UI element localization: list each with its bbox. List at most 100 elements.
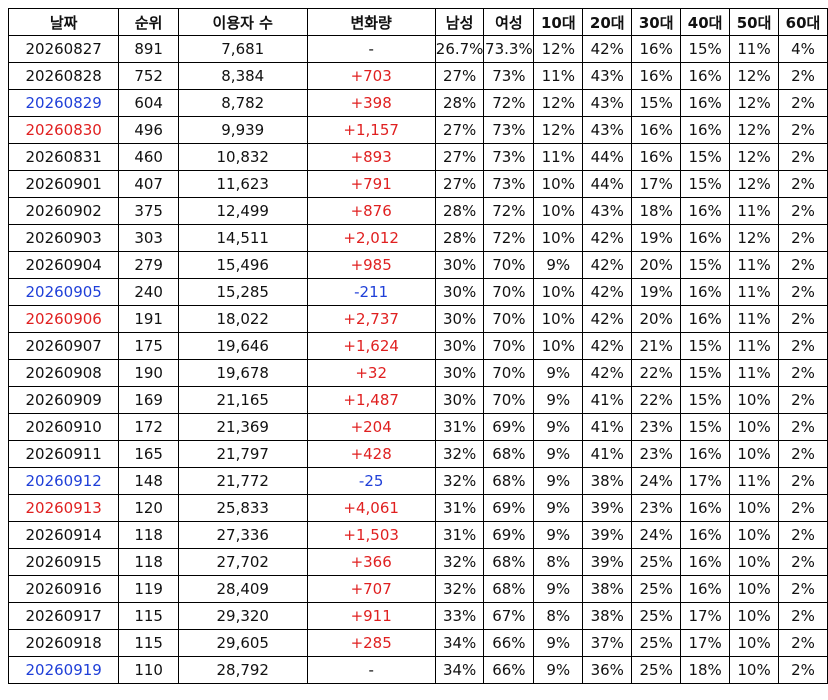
header-rank: 순위 — [118, 8, 179, 36]
cell-age-60s: 2% — [778, 602, 828, 630]
cell-age-20s: 42% — [582, 224, 633, 252]
cell-age-10s: 9% — [533, 413, 584, 441]
header-age-40s: 40대 — [680, 8, 731, 36]
cell-age-20s: 42% — [582, 305, 633, 333]
cell-age-10s: 9% — [533, 440, 584, 468]
cell-age-60s: 2% — [778, 251, 828, 279]
cell-age-40s: 16% — [680, 440, 731, 468]
cell-rank: 891 — [118, 35, 179, 63]
cell-age-10s: 10% — [533, 278, 584, 306]
header-row: 날짜 순위 이용자 수 변화량 남성 여성 10대 20대 30대 40대 50… — [7, 8, 828, 36]
table-row: 20260906 191 18,022 +2,737 30% 70% 10% 42% 20% 16… — [7, 305, 828, 333]
cell-age-60s: 2% — [778, 656, 828, 684]
table-body: 20260827 891 7,681-26.7% 73.3% 12% 42% 16% 15% 1… — [7, 35, 828, 684]
cell-change: +985 — [306, 251, 436, 279]
table-row: 20260912 148 21,772 -25 32% 68% 9% 38% 24% 17% 11%… — [7, 467, 828, 495]
cell-age-50s: 10% — [729, 494, 780, 522]
cell-change: - — [306, 656, 436, 684]
cell-age-30s: 16% — [631, 35, 682, 63]
cell-age-50s: 11% — [729, 197, 780, 225]
cell-rank: 190 — [118, 359, 179, 387]
cell-date: 20260903 — [7, 224, 120, 252]
cell-male: 30% — [434, 251, 485, 279]
cell-female: 70% — [483, 332, 535, 360]
cell-age-60s: 2% — [778, 440, 828, 468]
cell-male: 28% — [434, 197, 485, 225]
cell-date: 20260901 — [7, 170, 120, 198]
cell-female: 69% — [483, 413, 535, 441]
table-row: 20260830 496 9,939 +1,157 27% 73% 12% 43% 16% 16%… — [7, 116, 828, 144]
cell-age-40s: 18% — [680, 656, 731, 684]
cell-users: 7,681 — [177, 35, 308, 63]
cell-age-30s: 23% — [631, 440, 682, 468]
cell-age-40s: 16% — [680, 575, 731, 603]
cell-age-50s: 12% — [729, 170, 780, 198]
cell-date: 20260906 — [7, 305, 120, 333]
header-date: 날짜 — [7, 8, 120, 36]
cell-age-10s: 10% — [533, 332, 584, 360]
cell-date: 20260908 — [7, 359, 120, 387]
cell-age-40s: 15% — [680, 413, 731, 441]
cell-rank: 191 — [118, 305, 179, 333]
cell-age-10s: 10% — [533, 305, 584, 333]
table-row: 20260918 115 29,605 +285 34% 66% 9% 37% 25% 17% 10… — [7, 629, 828, 657]
cell-age-20s: 39% — [582, 548, 633, 576]
cell-age-10s: 10% — [533, 170, 584, 198]
cell-age-40s: 15% — [680, 359, 731, 387]
cell-users: 19,646 — [177, 332, 308, 360]
cell-male: 33% — [434, 602, 485, 630]
cell-users: 25,833 — [177, 494, 308, 522]
cell-date: 20260905 — [7, 278, 120, 306]
cell-rank: 496 — [118, 116, 179, 144]
cell-date: 20260830 — [7, 116, 120, 144]
cell-age-50s: 12% — [729, 62, 780, 90]
cell-age-50s: 10% — [729, 575, 780, 603]
cell-age-40s: 15% — [680, 251, 731, 279]
cell-age-60s: 2% — [778, 197, 828, 225]
cell-female: 73% — [483, 143, 535, 171]
cell-age-30s: 25% — [631, 548, 682, 576]
cell-age-50s: 11% — [729, 305, 780, 333]
cell-male: 30% — [434, 332, 485, 360]
cell-age-10s: 10% — [533, 224, 584, 252]
cell-change: +398 — [306, 89, 436, 117]
cell-rank: 118 — [118, 548, 179, 576]
cell-age-60s: 2% — [778, 332, 828, 360]
cell-age-60s: 2% — [778, 413, 828, 441]
cell-age-60s: 2% — [778, 116, 828, 144]
table-row: 20260903 303 14,511 +2,012 28% 72% 10% 42% 19% 16… — [7, 224, 828, 252]
table-row: 20260827 891 7,681-26.7% 73.3% 12% 42% 16% 15% 1… — [7, 35, 828, 63]
cell-age-20s: 38% — [582, 467, 633, 495]
cell-age-20s: 43% — [582, 197, 633, 225]
cell-age-50s: 10% — [729, 413, 780, 441]
table-row: 20260901 407 11,623 +791 27% 73% 10% 44% 17% 15% 1… — [7, 170, 828, 198]
cell-age-50s: 10% — [729, 440, 780, 468]
cell-age-60s: 2% — [778, 359, 828, 387]
cell-age-40s: 15% — [680, 143, 731, 171]
cell-rank: 240 — [118, 278, 179, 306]
table-row: 20260904 279 15,496 +985 30% 70% 9% 42% 20% 15% 11… — [7, 251, 828, 279]
header-age-60s: 60대 — [778, 8, 828, 36]
cell-age-50s: 11% — [729, 251, 780, 279]
cell-age-30s: 20% — [631, 251, 682, 279]
table-row: 20260915 118 27,702 +366 32% 68% 8% 39% 25% 16% 10… — [7, 548, 828, 576]
cell-male: 31% — [434, 494, 485, 522]
cell-rank: 752 — [118, 62, 179, 90]
cell-change: +893 — [306, 143, 436, 171]
header-change: 변화량 — [306, 8, 436, 36]
cell-male: 32% — [434, 440, 485, 468]
cell-age-40s: 15% — [680, 332, 731, 360]
cell-change: +2,737 — [306, 305, 436, 333]
cell-male: 34% — [434, 656, 485, 684]
table-row: 20260902 375 12,499 +876 28% 72% 10% 43% 18% 16% 1… — [7, 197, 828, 225]
cell-age-50s: 12% — [729, 224, 780, 252]
cell-male: 32% — [434, 467, 485, 495]
cell-age-30s: 19% — [631, 224, 682, 252]
cell-date: 20260912 — [7, 467, 120, 495]
cell-users: 12,499 — [177, 197, 308, 225]
cell-age-60s: 2% — [778, 143, 828, 171]
cell-female: 73.3% — [483, 35, 535, 63]
cell-age-30s: 22% — [631, 359, 682, 387]
cell-age-10s: 8% — [533, 548, 584, 576]
cell-male: 31% — [434, 413, 485, 441]
